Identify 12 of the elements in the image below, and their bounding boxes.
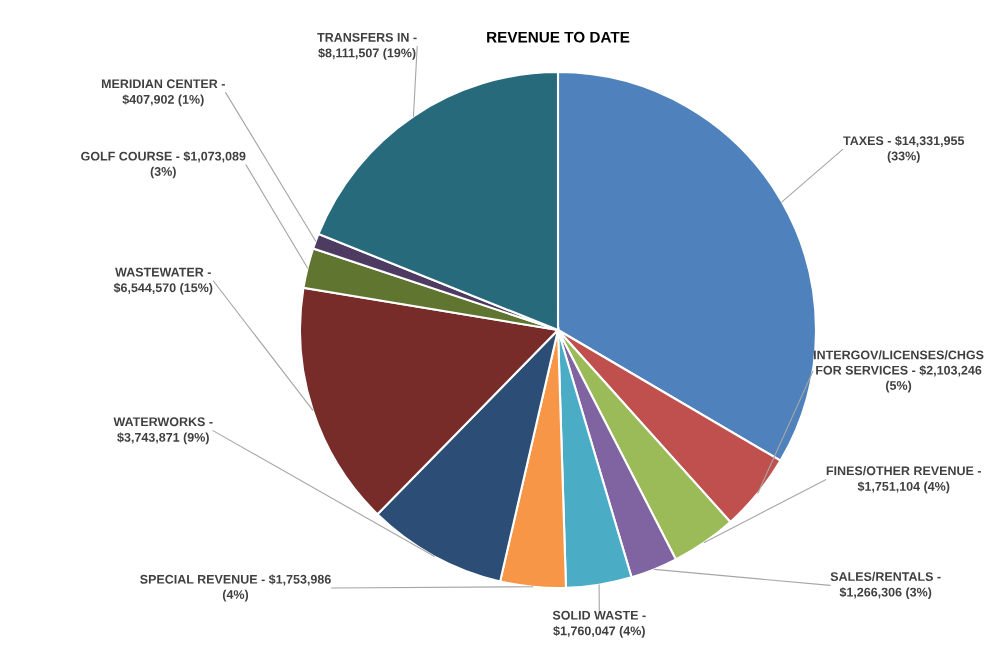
- chart-title: REVENUE TO DATE: [487, 31, 630, 43]
- slice-label: SPECIAL REVENUE - $1,753,986 (4%): [140, 574, 331, 602]
- slice-label: TRANSFERS IN - $8,111,507 (19%): [317, 32, 417, 60]
- slice-label: WASTEWATER - $6,544,570 (15%): [113, 267, 213, 295]
- slice-label: WATERWORKS - $3,743,871 (9%): [113, 417, 213, 445]
- slice-label: INTERGOV/LICENSES/CHGS FOR SERVICES - $2,103,246 (5%): [813, 350, 984, 393]
- slice-label: SOLID WASTE - $1,760,047 (4%): [552, 610, 646, 638]
- slice-label: TAXES - $14,331,955 (33%): [843, 135, 965, 163]
- slice-label: MERIDIAN CENTER - $407,902 (1%): [101, 79, 225, 107]
- slice-label: GOLF COURSE - $1,073,089 (3%): [81, 151, 246, 179]
- slice-label: SALES/RENTALS - $1,266,306 (3%): [830, 571, 941, 600]
- slice-label: FINES/OTHER REVENUE - $1,751,104 (4%): [826, 466, 981, 494]
